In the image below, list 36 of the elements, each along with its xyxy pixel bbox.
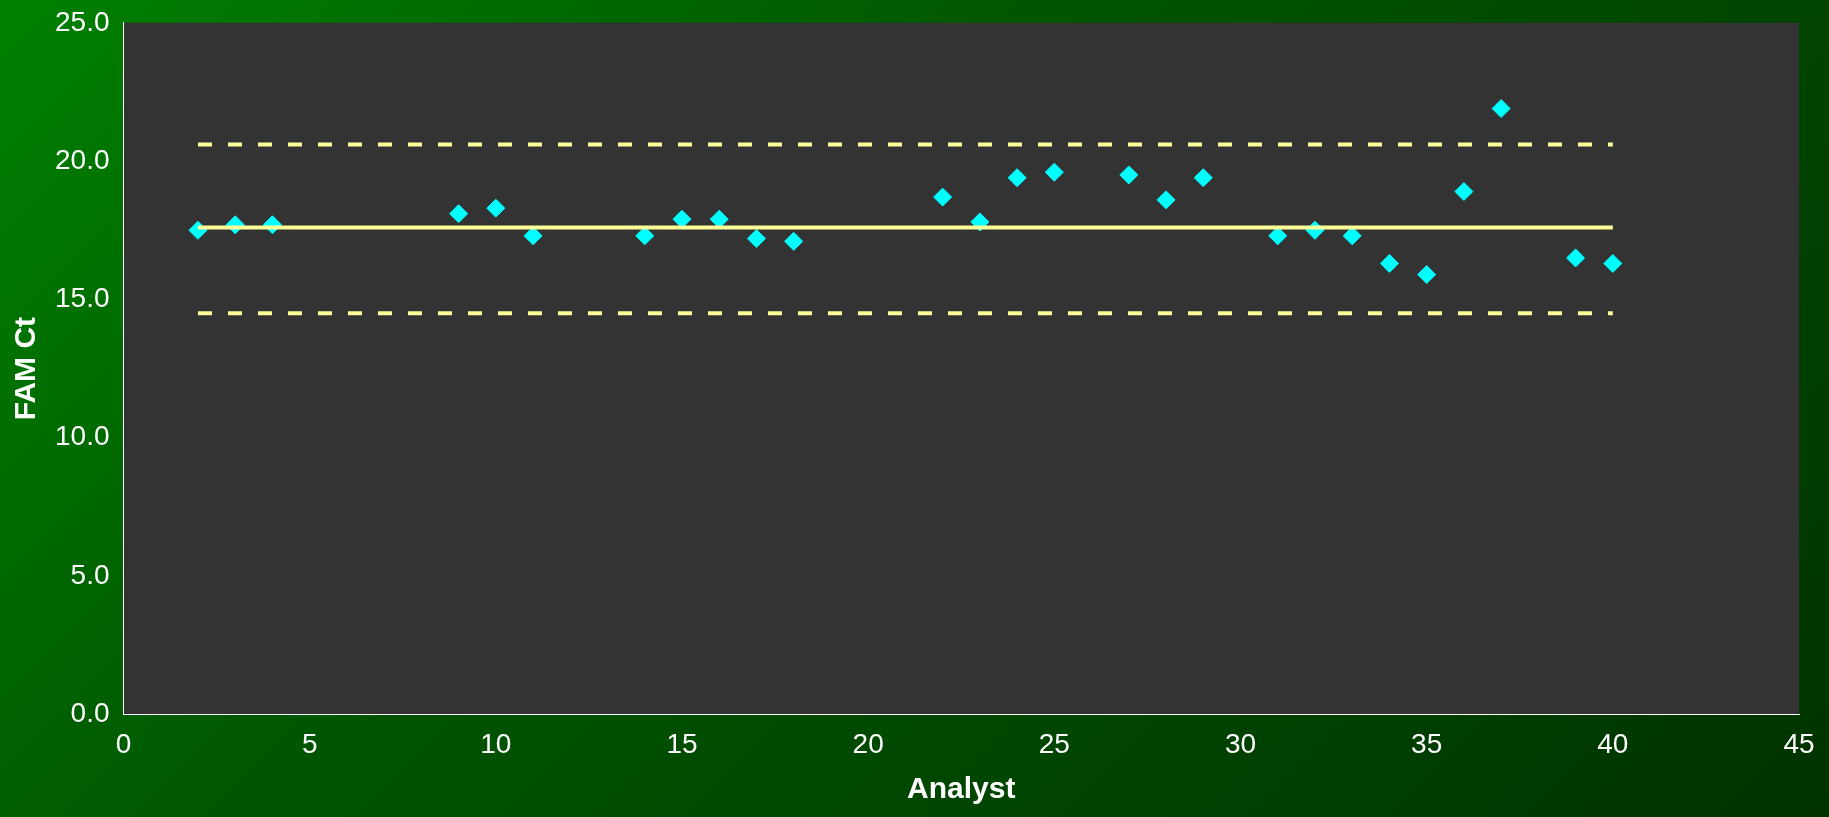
point <box>1119 165 1139 185</box>
point <box>1566 248 1586 268</box>
point <box>709 209 729 229</box>
point <box>746 229 766 249</box>
point <box>1193 168 1213 188</box>
point <box>933 187 953 207</box>
x-tick-label: 10 <box>480 727 512 759</box>
y-axis-title: FAM Ct <box>8 316 42 421</box>
x-tick-label: 25 <box>1038 727 1070 759</box>
x-tick-label: 45 <box>1783 727 1815 759</box>
point <box>1379 253 1399 273</box>
point <box>1454 182 1474 202</box>
x-axis-title: Analyst <box>907 771 1016 805</box>
x-tick-label: 5 <box>301 727 318 759</box>
point <box>1156 190 1176 210</box>
x-tick-label: 35 <box>1411 727 1443 759</box>
point <box>486 198 506 218</box>
point <box>784 231 804 251</box>
y-tick-label: 0.0 <box>70 697 110 729</box>
x-tick-label: 30 <box>1224 727 1257 759</box>
y-tick-label: 25.0 <box>55 5 110 37</box>
point <box>1603 253 1623 273</box>
y-tick-label: 15.0 <box>55 282 110 314</box>
y-tick-label: 5.0 <box>70 558 110 590</box>
point <box>1417 265 1437 285</box>
y-tick-label: 20.0 <box>55 143 110 175</box>
point <box>1007 168 1027 188</box>
point <box>672 209 692 229</box>
x-tick-label: 40 <box>1597 727 1629 759</box>
point <box>1044 162 1064 182</box>
x-tick-label: 15 <box>666 727 698 759</box>
x-tick-label: 0 <box>115 727 132 759</box>
y-tick-label: 10.0 <box>55 420 110 452</box>
x-tick-label: 20 <box>852 727 884 759</box>
point <box>1491 99 1511 119</box>
point <box>449 204 469 224</box>
